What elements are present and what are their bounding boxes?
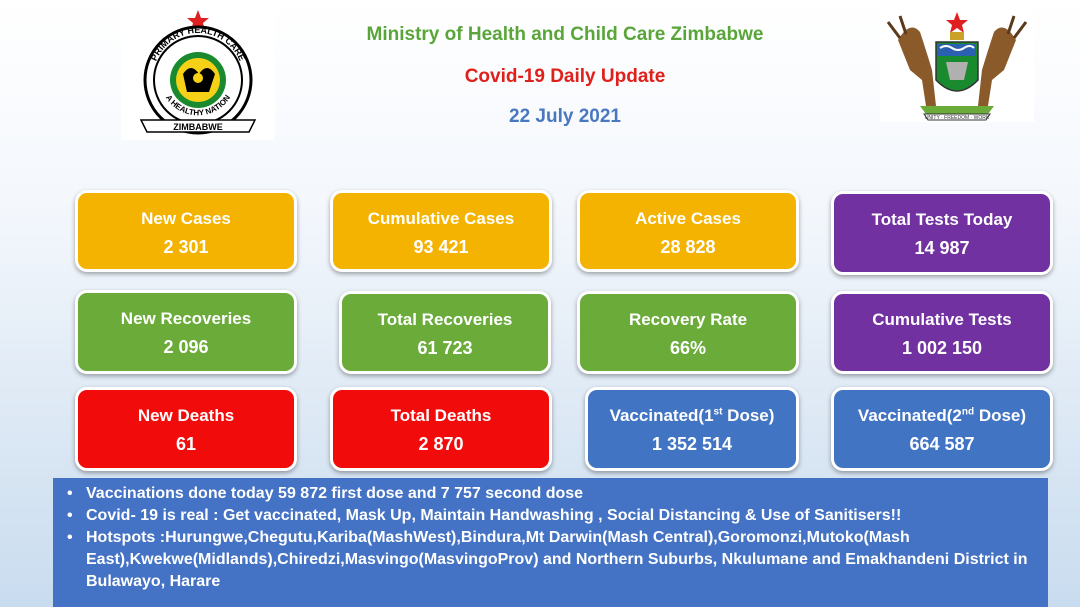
vaccinated-first-dose-label: Vaccinated(1st Dose) (609, 406, 775, 425)
vaccinated-first-dose-value: 1 352 514 (651, 434, 733, 454)
bullet-covid-is-real: Covid- 19 is real : Get vaccinated, Mask… (63, 505, 1038, 527)
recovery-rate-label: Recovery Rate (628, 310, 748, 329)
primary-health-care-seal-icon: PRIMARY HEALTH CARE A HEALTHY NATION ZIM… (139, 10, 257, 135)
new-deaths-value: 61 (175, 434, 197, 454)
vaccinated-second-dose-value: 664 587 (909, 434, 975, 454)
cumulative-tests-label: Cumulative Tests (872, 310, 1012, 329)
total-recoveries-card: Total Recoveries 61 723 (342, 294, 548, 371)
new-cases-label: New Cases (141, 209, 231, 228)
recovery-rate-value: 66% (669, 338, 707, 358)
cumulative-cases-label: Cumulative Cases (367, 209, 515, 228)
new-recoveries-card: New Recoveries 2 096 (78, 293, 294, 371)
cumulative-cases-card: Cumulative Cases 93 421 (333, 193, 549, 269)
vaccinated-second-dose-card: Vaccinated(2nd Dose) 664 587 (834, 390, 1050, 468)
primary-health-care-logo: PRIMARY HEALTH CARE A HEALTHY NATION ZIM… (121, 0, 275, 140)
cumulative-cases-value: 93 421 (413, 237, 469, 257)
recovery-rate-card: Recovery Rate 66% (580, 294, 796, 371)
total-tests-today-label: Total Tests Today (871, 210, 1013, 229)
new-recoveries-value: 2 096 (163, 337, 209, 357)
vaccinated-second-dose-label: Vaccinated(2nd Dose) (857, 406, 1027, 425)
zimbabwe-coat-of-arms-icon: UNITY · FREEDOM · WORK (886, 12, 1028, 121)
cumulative-tests-card: Cumulative Tests 1 002 150 (834, 294, 1050, 371)
active-cases-label: Active Cases (635, 209, 741, 228)
total-recoveries-value: 61 723 (417, 338, 473, 358)
active-cases-value: 28 828 (660, 237, 716, 257)
update-date: 22 July 2021 (509, 106, 621, 127)
bullet-vaccinations-today: Vaccinations done today 59 872 first dos… (63, 483, 1038, 505)
ministry-title: Ministry of Health and Child Care Zimbab… (366, 24, 764, 45)
info-bullets-panel: Vaccinations done today 59 872 first dos… (53, 478, 1048, 607)
total-deaths-card: Total Deaths 2 870 (333, 390, 549, 468)
bullet-hotspots: Hotspots :Hurungwe,Chegutu,Kariba(MashWe… (63, 527, 1038, 593)
new-cases-card: New Cases 2 301 (78, 193, 294, 269)
coat-of-arms-logo: UNITY · FREEDOM · WORK (880, 10, 1034, 122)
total-recoveries-label: Total Recoveries (377, 310, 513, 329)
update-title: Covid-19 Daily Update (464, 66, 666, 87)
total-deaths-value: 2 870 (418, 434, 464, 454)
total-tests-today-card: Total Tests Today 14 987 (834, 194, 1050, 272)
new-recoveries-label: New Recoveries (120, 309, 252, 328)
vaccinated-first-dose-card: Vaccinated(1st Dose) 1 352 514 (588, 390, 796, 468)
new-deaths-card: New Deaths 61 (78, 390, 294, 468)
cumulative-tests-value: 1 002 150 (901, 338, 983, 358)
seal-banner-text: ZIMBABWE (173, 122, 223, 132)
new-cases-value: 2 301 (163, 237, 209, 257)
new-deaths-label: New Deaths (137, 406, 235, 425)
total-tests-today-value: 14 987 (914, 238, 970, 258)
total-deaths-label: Total Deaths (390, 406, 492, 425)
coat-of-arms-motto: UNITY · FREEDOM · WORK (925, 115, 990, 121)
active-cases-card: Active Cases 28 828 (580, 193, 796, 269)
